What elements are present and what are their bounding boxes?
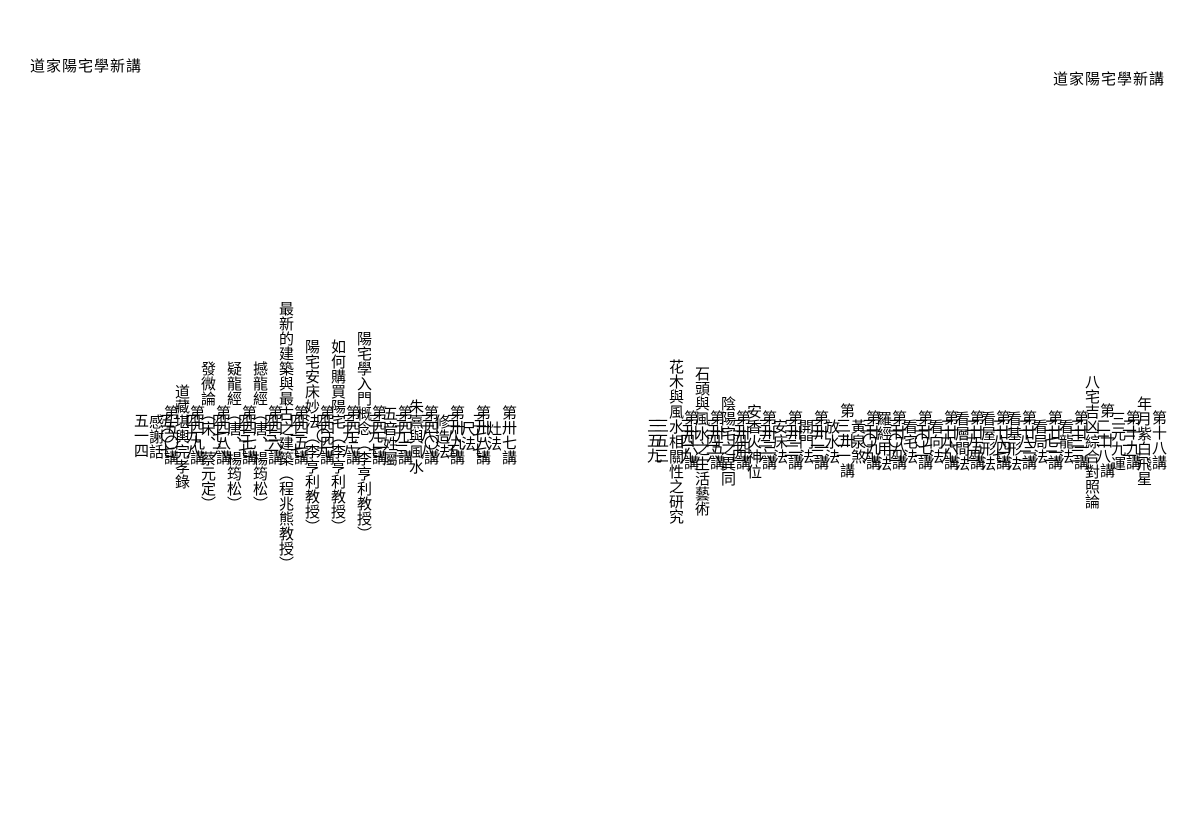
toc-entry: 第四九講道藏堪輿完孝錄五〇七 [177, 100, 203, 770]
toc-entry: 第四二講陽宅學入門概念（李亨利教授）三九八 [359, 100, 385, 770]
toc-lecture-label: 第卅八講 [474, 405, 489, 465]
toc-lecture-label: 第四六講 [266, 405, 281, 465]
toc-lecture-label: 第卅九講 [448, 405, 463, 465]
toc-left-container: 第卅七講灶法三七七第卅八講尺法三八五第卅九講修造法三八八第四〇講朱熹與風水三九三… [151, 100, 515, 770]
toc-lecture-label: 第廿七講 [916, 410, 931, 470]
toc-page: 五一四 [132, 413, 147, 458]
toc-lecture-label: 第卅五講 [708, 410, 723, 470]
toc-lecture-label: 第廿五講 [968, 410, 983, 470]
toc-entry: 第五〇講感謝話五一四 [151, 100, 177, 770]
toc-lecture-label: 第四四講 [318, 405, 333, 465]
toc-entry: 第卅五講石頭與風水之生活藝術三四九 [697, 100, 723, 780]
toc-lecture-label: 第卅二講 [786, 410, 801, 470]
toc-lecture-label: 第五〇講 [162, 405, 177, 465]
toc-entry: 第四五講最新的建築與最古之建築（程兆熊教授）四三一 [281, 100, 307, 770]
toc-entry: 第廿五講看層間法二九九 [957, 100, 983, 780]
toc-entry: 第十九講三元九運二二八 [1113, 100, 1139, 780]
toc-entry: 第四四講陽宅安床妙法（李亨利教授）四一七 [307, 100, 333, 770]
toc-lecture-label: 第四一講 [396, 405, 411, 465]
toc-entry: 第廿四講看屋形法二九四 [983, 100, 1009, 780]
toc-entry: 第卅九講修造法三八八 [437, 100, 463, 770]
toc-entry: 第四七講疑龍經（唐、楊筠松）四七六 [229, 100, 255, 770]
toc-entry: 第廿三講看基形法二八七 [1009, 100, 1035, 780]
toc-entry: 第 卅 講放水法三二三 [827, 100, 853, 780]
toc-lecture-label: 第廿四講 [994, 410, 1009, 470]
toc-lecture-label: 第廿八講 [890, 410, 905, 470]
toc-lecture-label: 第廿六講 [942, 410, 957, 470]
page-header-right: 道家陽宅學新講 [1053, 68, 1165, 89]
toc-lecture-label: 第廿三講 [1020, 410, 1035, 470]
toc-entry: 第四一講五音姓屬三九七 [385, 100, 411, 770]
toc-lecture-label: 第四〇講 [422, 405, 437, 465]
page-header-left: 道家陽宅學新講 [30, 55, 142, 76]
toc-entry: 第卅二講安床法三三六 [775, 100, 801, 780]
toc-lecture-label: 第十九講 [1124, 410, 1139, 470]
toc-lecture-label: 第卅六講 [682, 410, 697, 470]
toc-lecture-label: 第四二講 [370, 405, 385, 465]
toc-lecture-label: 第 卅 講 [838, 403, 853, 478]
toc-lecture-label: 第卅七講 [500, 405, 515, 465]
toc-entry: 第卅三講安香火神位三四四 [749, 100, 775, 780]
toc-entry: 第卅八講尺法三八五 [463, 100, 489, 770]
toc-lecture-label: 第卅三講 [760, 410, 775, 470]
toc-entry: 第四〇講朱熹與風水三九三 [411, 100, 437, 770]
toc-lecture-label: 第四八講 [214, 405, 229, 465]
toc-page: 三五九 [645, 418, 660, 463]
toc-entry: 第卅一講開門法三三一 [801, 100, 827, 780]
toc-entry: 第卅四講陰陽宅之異同三四六 [723, 100, 749, 780]
toc-entry: 第 廿 講八宅吉凶綜合對照論二三三 [1087, 100, 1113, 780]
toc-entry: 第四六講撼龍經（唐、楊筠松）四三七 [255, 100, 281, 770]
toc-entry: 第卅七講灶法三七七 [489, 100, 515, 770]
toc-right-container: 第十八講年月紫白飛星二二一第十九講三元九運二二八第 廿 講八宅吉凶綜合對照論二三… [645, 100, 1165, 780]
toc-lecture-label: 第卅一講 [812, 410, 827, 470]
toc-title: 感謝話 [147, 414, 162, 459]
toc-entry: 三五九 [645, 100, 671, 780]
toc-lecture-label: 第四三講 [344, 405, 359, 465]
toc-lecture-label: 第 廿 講 [1098, 403, 1113, 478]
toc-lecture-label: 第四七講 [240, 405, 255, 465]
toc-lecture-label: 第廿九講 [864, 410, 879, 470]
right-page: 道家陽宅學新講 第十八講年月紫白飛星二二一第十九講三元九運二二八第 廿 講八宅吉… [595, 0, 1190, 815]
toc-lecture-label: 第廿二講 [1046, 410, 1061, 470]
toc-entry: 第廿七講看宅法三〇四 [905, 100, 931, 780]
toc-entry: 第四三講如何購買陽宅（李亨利教授）四〇九 [333, 100, 359, 770]
toc-entry: 第卅六講花木與風水相關性之研究三五三 [671, 100, 697, 780]
toc-lecture-label: 第卅四講 [734, 410, 749, 470]
toc-entry: 第廿六講看向法三〇一 [931, 100, 957, 780]
toc-entry: 第廿八講羅經用法三〇九 [879, 100, 905, 780]
toc-entry: 第廿九講黃泉煞三二一 [853, 100, 879, 780]
toc-lecture-label: 第四九講 [188, 405, 203, 465]
toc-entry: 第十八講年月紫白飛星二二一 [1139, 100, 1165, 780]
toc-entry: 第廿二講看局法二八二 [1035, 100, 1061, 780]
toc-entry: 第廿一講看龍法二七二 [1061, 100, 1087, 780]
toc-lecture-label: 第廿一講 [1072, 410, 1087, 470]
toc-entry: 第四八講發微論（宋、蔡元定）四九八 [203, 100, 229, 770]
toc-lecture-label: 第十八講 [1150, 410, 1165, 470]
toc-lecture-label: 第四五講 [292, 405, 307, 465]
left-page: 道家陽宅學新講 第卅七講灶法三七七第卅八講尺法三八五第卅九講修造法三八八第四〇講… [0, 0, 595, 815]
